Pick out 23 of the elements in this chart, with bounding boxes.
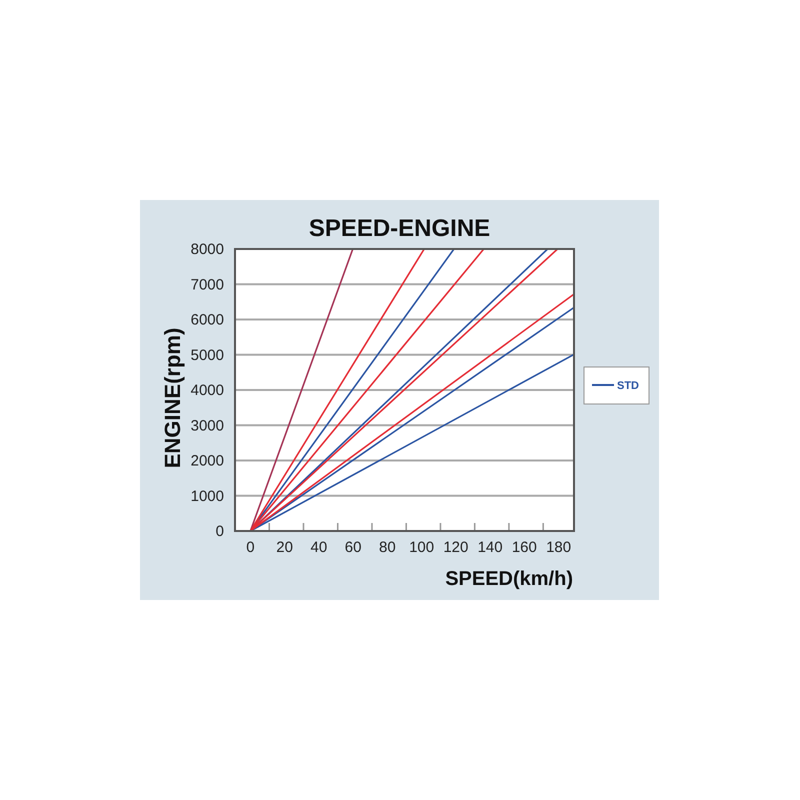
x-tick-label: 140 (478, 539, 503, 556)
x-tick-label: 40 (310, 539, 328, 556)
x-tick-label: 180 (546, 539, 572, 556)
x-tick-label: 20 (276, 539, 293, 556)
y-tick-label: 0 (216, 523, 224, 540)
y-tick-label: 7000 (190, 276, 224, 294)
x-tick-label: 160 (512, 539, 537, 556)
y-tick-label: 4000 (190, 382, 224, 399)
y-tick-label: 5000 (190, 346, 224, 364)
legend-label: STD (617, 380, 640, 392)
x-tick-label: 120 (443, 539, 468, 556)
x-tick-label: 60 (344, 539, 362, 556)
x-tick-label: 100 (409, 539, 434, 556)
y-axis-title: ENGINE(rpm) (160, 328, 185, 468)
y-tick-label: 6000 (190, 312, 224, 328)
x-tick-label: 80 (379, 539, 396, 556)
y-tick-label: 2000 (190, 452, 224, 470)
y-tick-label: 8000 (190, 241, 224, 258)
y-tick-label: 3000 (190, 417, 224, 434)
chart-title: SPEED-ENGINE (308, 215, 490, 242)
x-tick-label: 0 (246, 539, 255, 556)
y-tick-label: 1000 (190, 488, 224, 505)
x-axis-title: SPEED(km/h) (445, 568, 573, 590)
